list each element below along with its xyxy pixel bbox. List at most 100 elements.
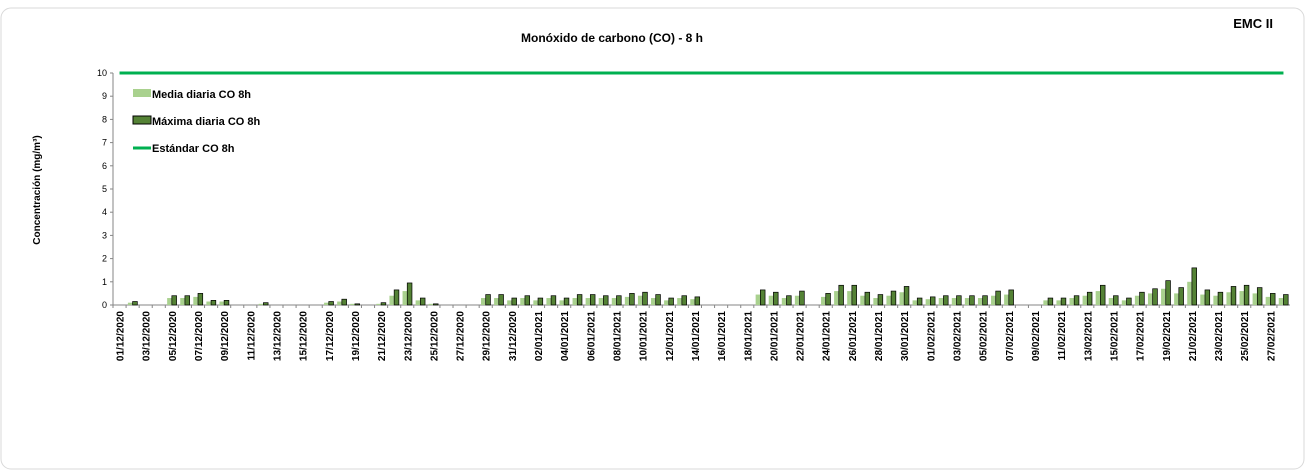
bar — [1152, 288, 1158, 306]
x-tick-label: 02/01/2021 — [534, 311, 545, 361]
bar — [847, 291, 852, 305]
bar — [576, 294, 583, 306]
station-label: EMC II — [1233, 16, 1273, 31]
bar — [1226, 292, 1232, 305]
bar — [376, 303, 382, 305]
y-tick-label: 3 — [102, 230, 107, 240]
bar — [668, 297, 674, 306]
bar — [433, 303, 439, 306]
chart-frame — [0, 7, 1305, 470]
x-tick-label: 13/12/2020 — [272, 311, 283, 361]
bar — [864, 291, 871, 306]
bar — [1139, 291, 1145, 306]
bar — [428, 303, 434, 305]
bar — [1243, 284, 1250, 306]
bar — [415, 300, 421, 305]
bar — [1147, 293, 1153, 305]
x-tick-label: 07/02/2021 — [1005, 311, 1016, 361]
bar — [350, 303, 355, 305]
bar — [389, 295, 395, 305]
x-tick-label: 06/01/2021 — [586, 311, 597, 361]
x-tick-label: 16/01/2021 — [717, 311, 728, 361]
x-tick-label: 01/12/2020 — [116, 311, 127, 361]
bar — [219, 301, 225, 305]
bar — [507, 300, 512, 305]
bar — [180, 298, 185, 305]
bar — [419, 297, 426, 306]
x-tick-label: 22/01/2021 — [796, 311, 807, 361]
y-axis-label: Concentración (mg/m³) — [32, 135, 43, 244]
bar — [533, 300, 539, 305]
bar — [838, 284, 844, 306]
bar — [132, 301, 138, 306]
x-tick-label: 19/12/2020 — [351, 311, 362, 361]
bar — [1121, 300, 1127, 305]
bar — [899, 292, 905, 305]
bar — [498, 294, 504, 306]
bar — [402, 291, 408, 305]
bar — [1047, 297, 1054, 306]
bar — [324, 302, 329, 305]
bar — [1178, 287, 1184, 306]
bar — [1004, 294, 1009, 305]
bar — [546, 298, 552, 305]
x-tick-label: 29/12/2020 — [482, 311, 493, 361]
bar — [1252, 293, 1258, 305]
x-tick-label: 03/02/2021 — [953, 311, 964, 361]
bar — [956, 295, 962, 306]
bar — [167, 298, 172, 305]
bar — [1008, 289, 1014, 306]
y-tick-label: 6 — [102, 161, 107, 171]
bar — [263, 302, 269, 306]
bar — [1060, 297, 1067, 306]
bar — [393, 289, 400, 306]
x-tick-label: 23/12/2020 — [403, 311, 414, 361]
bar — [1043, 300, 1049, 305]
legend-label: Estándar CO 8h — [152, 143, 235, 155]
bar — [951, 298, 957, 305]
x-tick-label: 30/01/2021 — [900, 311, 911, 361]
x-tick-label: 17/02/2021 — [1136, 311, 1147, 361]
bar — [860, 295, 865, 305]
bar — [206, 301, 212, 305]
x-tick-label: 23/02/2021 — [1214, 311, 1225, 361]
bar — [210, 300, 217, 306]
bar — [481, 298, 486, 305]
bar — [624, 296, 630, 305]
bar — [1270, 293, 1276, 306]
bar — [1187, 281, 1192, 305]
bar — [651, 298, 656, 305]
x-tick-label: 25/02/2021 — [1240, 311, 1251, 361]
bar — [1082, 295, 1088, 305]
x-tick-label: 08/01/2021 — [612, 311, 623, 361]
bar — [991, 295, 996, 305]
bar — [127, 302, 133, 305]
legend-label: Máxima diaria CO 8h — [152, 116, 260, 128]
x-tick-label: 26/01/2021 — [848, 311, 859, 361]
bar — [938, 298, 944, 305]
bar — [903, 286, 910, 306]
bar — [1265, 296, 1271, 305]
x-tick-label: 13/02/2021 — [1083, 311, 1094, 361]
x-tick-label: 17/12/2020 — [325, 311, 336, 361]
bar — [1161, 288, 1166, 305]
x-tick-label: 24/01/2021 — [822, 311, 833, 361]
x-tick-label: 14/01/2021 — [691, 311, 702, 361]
bar — [834, 291, 839, 305]
bar — [977, 298, 983, 305]
bar — [655, 294, 661, 306]
x-tick-label: 11/12/2020 — [246, 311, 257, 361]
y-tick-label: 5 — [102, 184, 107, 194]
bar — [825, 293, 831, 306]
bar — [258, 303, 264, 305]
bar — [794, 295, 800, 305]
bar — [559, 300, 565, 305]
y-tick-label: 9 — [102, 91, 107, 101]
bar — [380, 302, 387, 306]
bar — [1217, 291, 1224, 306]
bar — [1204, 289, 1211, 306]
y-tick-label: 7 — [102, 138, 107, 148]
bar — [768, 295, 774, 305]
bar — [1239, 291, 1245, 305]
